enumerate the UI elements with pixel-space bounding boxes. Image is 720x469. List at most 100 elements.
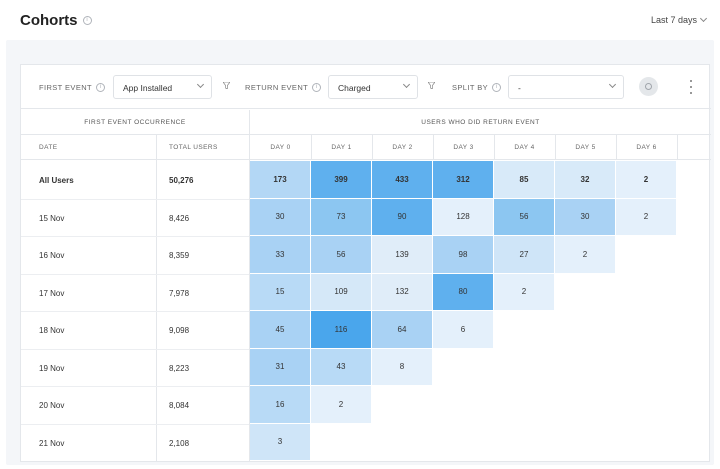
group-first-event: FIRST EVENT OCCURRENCE [84, 119, 186, 126]
column-group-header: FIRST EVENT OCCURRENCE USERS WHO DID RET… [21, 110, 711, 135]
filter-icon[interactable] [223, 82, 230, 89]
cohort-cell[interactable]: 399 [311, 161, 372, 199]
cohort-cell[interactable]: 128 [433, 198, 494, 236]
cohort-cell[interactable]: 33 [250, 236, 311, 274]
column-divider [311, 135, 312, 160]
cohort-cell[interactable]: 2 [616, 161, 677, 199]
more-options-icon[interactable] [689, 80, 693, 94]
row-date: 18 Nov [39, 326, 65, 335]
return-event-label: RETURN EVENT i [245, 83, 322, 92]
column-divider [156, 135, 157, 462]
chevron-down-icon [402, 80, 411, 89]
date-range-label: Last 7 days [650, 15, 697, 25]
date-range-dropdown[interactable]: Last 7 days [650, 14, 708, 25]
column-divider [249, 110, 250, 462]
first-event-value: App Installed [123, 83, 173, 93]
split-by-label-text: SPLIT BY [452, 83, 488, 92]
cohort-cell[interactable]: 15 [250, 273, 311, 311]
cohort-cell[interactable]: 132 [372, 273, 433, 311]
cohort-cell[interactable]: 30 [250, 198, 311, 236]
column-divider [677, 135, 678, 160]
row-total-users: 9,098 [169, 326, 190, 335]
row-date: 19 Nov [39, 363, 65, 373]
cohort-cell[interactable]: 90 [372, 198, 433, 236]
column-divider [494, 135, 495, 160]
row-date: 17 Nov [39, 288, 65, 298]
row-date: 21 Nov [39, 438, 65, 448]
info-icon[interactable]: i [96, 83, 106, 92]
col-header-day-4: DAY 4 [514, 144, 535, 151]
header-divider [21, 159, 711, 160]
cohort-cell[interactable]: 56 [494, 198, 555, 236]
col-header-day-6: DAY 6 [636, 144, 657, 151]
cohort-cell[interactable]: 32 [555, 161, 616, 199]
filter-icon[interactable] [428, 82, 435, 89]
chevron-down-icon [196, 80, 205, 89]
cohort-cell[interactable]: 116 [311, 311, 372, 349]
page-title: Cohorts i [20, 12, 92, 29]
cohort-cell[interactable]: 31 [250, 348, 311, 386]
cohort-cell[interactable]: 98 [433, 236, 494, 274]
info-icon[interactable]: i [312, 83, 322, 92]
split-by-value: - [518, 83, 521, 93]
row-date: 20 Nov [39, 401, 65, 410]
top-bar: Cohorts i Last 7 days [0, 0, 720, 40]
col-header-day-0: DAY 0 [270, 144, 291, 151]
col-header-day-3: DAY 3 [453, 144, 474, 151]
row-date: 15 Nov [39, 213, 65, 223]
cohort-cell[interactable]: 45 [250, 311, 311, 349]
first-event-label: FIRST EVENT i [39, 83, 106, 92]
cohort-cell[interactable]: 109 [311, 273, 372, 311]
cohort-cell[interactable]: 80 [433, 273, 494, 311]
cohort-cell[interactable]: 43 [311, 348, 372, 386]
cohort-cell[interactable]: 2 [311, 386, 372, 424]
refresh-button[interactable] [639, 77, 658, 96]
row-divider [21, 198, 249, 200]
chevron-down-icon [699, 14, 708, 23]
row-divider [21, 386, 249, 387]
group-return-event: USERS WHO DID RETURN EVENT [421, 119, 540, 126]
cohort-cell[interactable]: 30 [555, 198, 616, 236]
split-by-select[interactable]: - [508, 75, 624, 99]
return-event-label-text: RETURN EVENT [245, 83, 309, 92]
row-total-users: 8,359 [169, 251, 190, 260]
cohort-cell[interactable]: 2 [494, 273, 555, 311]
row-divider [21, 423, 249, 425]
cohort-cell[interactable]: 56 [311, 236, 372, 274]
info-icon[interactable]: i [492, 83, 501, 92]
info-icon[interactable]: i [82, 16, 92, 25]
refresh-icon [645, 83, 652, 90]
cohort-cell[interactable]: 173 [250, 161, 311, 199]
cohort-cell[interactable]: 64 [372, 311, 433, 349]
cohort-cell[interactable]: 2 [555, 236, 616, 274]
row-divider [21, 273, 249, 275]
cohort-cell[interactable]: 2 [616, 198, 677, 236]
cohort-cell[interactable]: 85 [494, 161, 555, 199]
return-event-value: Charged [338, 83, 371, 93]
cohort-cell[interactable]: 312 [433, 161, 494, 199]
row-date: 16 Nov [39, 251, 65, 260]
column-divider [433, 135, 434, 160]
first-event-select[interactable]: App Installed [113, 75, 212, 99]
col-header-day-5: DAY 5 [575, 144, 596, 151]
split-by-label: SPLIT BY i [452, 83, 501, 92]
col-header-total-users: TOTAL USERS [169, 144, 218, 151]
cohort-cell[interactable]: 6 [433, 311, 494, 349]
row-total-users: 2,108 [169, 438, 190, 448]
row-divider [21, 236, 249, 237]
row-total-users: 8,084 [169, 401, 190, 410]
cohort-cell[interactable]: 433 [372, 161, 433, 199]
col-header-date: DATE [39, 144, 58, 151]
cohort-cell[interactable]: 27 [494, 236, 555, 274]
row-total-users: 8,426 [169, 213, 190, 223]
cohort-cell[interactable]: 73 [311, 198, 372, 236]
cohort-cell[interactable]: 3 [250, 423, 311, 461]
cohort-cell[interactable]: 139 [372, 236, 433, 274]
col-header-day-2: DAY 2 [392, 144, 413, 151]
column-divider [372, 135, 373, 160]
return-event-select[interactable]: Charged [328, 75, 418, 99]
row-total-users: 50,276 [169, 176, 194, 185]
row-divider [21, 348, 249, 350]
cohort-cell[interactable]: 8 [372, 348, 433, 386]
cohort-cell[interactable]: 16 [250, 386, 311, 424]
